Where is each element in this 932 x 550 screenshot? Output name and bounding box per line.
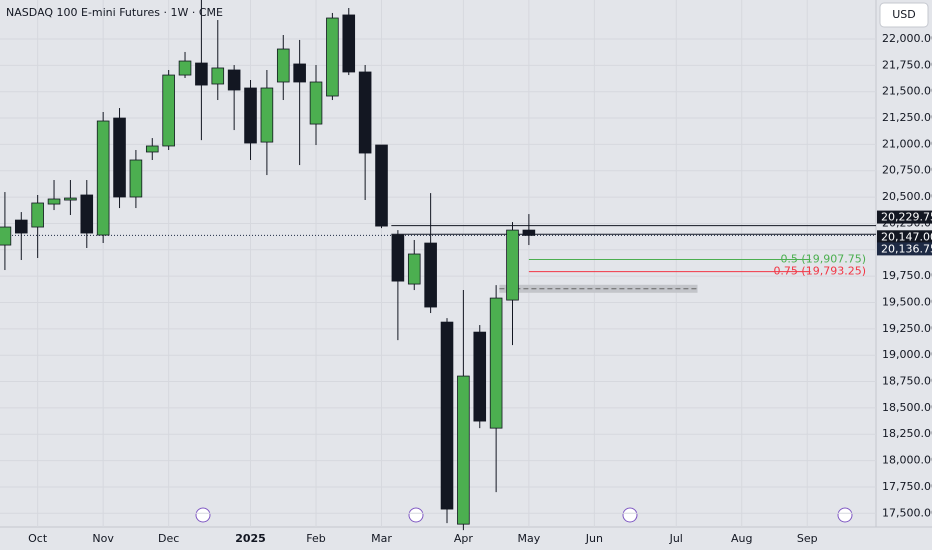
- candle-body: [129, 159, 143, 198]
- y-tick-label: 19,000.00: [882, 348, 932, 361]
- currency-label[interactable]: USD: [892, 8, 916, 21]
- event-icons: [195, 507, 853, 523]
- y-tick-label: 17,750.00: [882, 480, 932, 493]
- candle-body: [80, 194, 94, 234]
- y-tick-label: 20,750.00: [882, 164, 932, 177]
- y-tick-label: 20,500.00: [882, 190, 932, 203]
- y-tick-label: 22,000.00: [882, 32, 932, 45]
- candle-body: [506, 229, 519, 301]
- candle-body: [489, 297, 503, 429]
- price-tag-label: 20,147.00: [881, 230, 932, 243]
- candle-body: [276, 48, 290, 83]
- y-tick-label: 18,000.00: [882, 454, 932, 467]
- y-tick-label: 21,250.00: [882, 111, 932, 124]
- candle-body: [440, 321, 454, 510]
- price-tag-label: 20,136.75: [881, 242, 932, 255]
- x-tick-label: Sep: [797, 532, 818, 545]
- x-tick-label: Nov: [92, 532, 114, 545]
- candle-body: [195, 62, 208, 86]
- price-tag: [877, 242, 932, 256]
- candle-body: [375, 144, 388, 227]
- candle-body: [47, 198, 61, 205]
- price-tag: [877, 230, 932, 244]
- x-tick-label: Mar: [371, 532, 392, 545]
- currency-button[interactable]: [879, 2, 929, 28]
- x-tick-label: Jun: [585, 532, 603, 545]
- candle-body: [96, 120, 110, 236]
- price-tag-label: 20,229.75: [881, 211, 932, 224]
- candle-body: [342, 14, 356, 73]
- candle-body: [244, 87, 257, 144]
- candle-body: [326, 17, 339, 97]
- y-tick-label: 21,500.00: [882, 85, 932, 98]
- candle-body: [407, 253, 421, 285]
- candle-body: [522, 229, 536, 236]
- x-tick-label: Apr: [454, 532, 474, 545]
- candle-body: [31, 202, 44, 228]
- candle-body: [457, 375, 470, 525]
- fib-label: 0.5 (19,907.75): [780, 253, 866, 266]
- price-tag: [877, 210, 932, 224]
- candle-body: [424, 242, 437, 308]
- chart-title: NASDAQ 100 E-mini Futures · 1W · CME: [6, 6, 223, 19]
- x-tick-label: Dec: [158, 532, 179, 545]
- candle-body: [358, 71, 372, 154]
- candle-body: [0, 226, 12, 246]
- y-tick-label: 21,750.00: [882, 58, 932, 71]
- candle-body: [178, 60, 192, 76]
- x-tick-label: Feb: [306, 532, 325, 545]
- x-tick-label: Jul: [669, 532, 683, 545]
- y-tick-label: 17,500.00: [882, 506, 932, 519]
- candle-body: [227, 69, 241, 91]
- y-tick-label: 18,250.00: [882, 427, 932, 440]
- y-tick-label: 19,250.00: [882, 322, 932, 335]
- candle-body: [14, 219, 28, 234]
- candle-body: [145, 145, 159, 153]
- candle-body: [113, 117, 126, 198]
- fib-label: 0.75 (19,793.25): [773, 265, 866, 278]
- y-tick-label: 18,750.00: [882, 375, 932, 388]
- x-tick-label: 2025: [235, 532, 266, 545]
- candle-body: [162, 74, 175, 147]
- x-tick-label: Oct: [28, 532, 48, 545]
- candle-body: [64, 197, 77, 201]
- x-tick-label: Aug: [731, 532, 752, 545]
- y-tick-label: 19,500.00: [882, 295, 932, 308]
- x-tick-label: May: [517, 532, 540, 545]
- candle-body: [260, 87, 274, 143]
- candle-body: [293, 63, 306, 83]
- y-tick-label: 19,750.00: [882, 269, 932, 282]
- y-tick-label: 21,000.00: [882, 137, 932, 150]
- candle-body: [473, 331, 487, 422]
- y-tick-label: 18,500.00: [882, 401, 932, 414]
- candle-body: [211, 67, 225, 85]
- candle-body: [391, 234, 405, 282]
- candle-body: [309, 81, 323, 125]
